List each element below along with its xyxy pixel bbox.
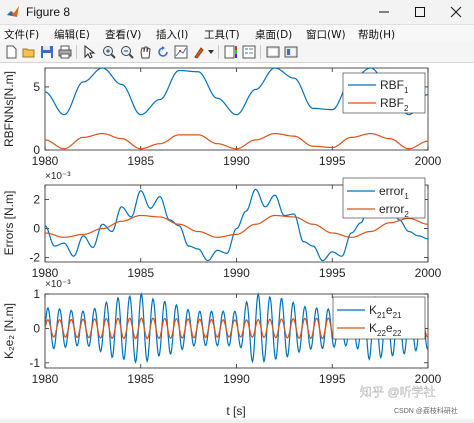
- menu-help[interactable]: 帮助(H): [358, 29, 396, 41]
- x-tick-label: 1980: [32, 154, 59, 168]
- open-icon[interactable]: [22, 45, 36, 59]
- legend-icon[interactable]: [242, 45, 256, 59]
- title-bar: Figure 8: [0, 0, 474, 25]
- toolbar-separator: [260, 45, 261, 59]
- y-tick-label: 5: [33, 80, 40, 94]
- plots-svg[interactable]: 1980 1985 1990 1995 2000 0 5 RBFNNs[N.m] RBF1 …: [0, 63, 474, 419]
- x-tick-label: 1985: [127, 266, 154, 280]
- x-tick-label: 1995: [319, 266, 346, 280]
- menu-edit[interactable]: 编辑(E): [54, 29, 90, 41]
- maximize-icon[interactable]: [402, 0, 438, 24]
- axes-2-exponent: ×10⁻³: [45, 171, 71, 182]
- brush-dropdown-icon[interactable]: [208, 50, 214, 54]
- minimize-icon[interactable]: [366, 0, 402, 24]
- y-tick-label: -2: [29, 251, 40, 265]
- axes-2-ticks: 1980 1985 1990 1995 2000 -2 0 2: [29, 185, 442, 280]
- axes-3-ticks: 1980 1985 1990 1995 2000 -1 0 1: [29, 287, 441, 386]
- axes-3-xlabel: t [s]: [226, 404, 245, 418]
- x-tick-label: 1980: [32, 266, 59, 280]
- x-tick-label: 1985: [127, 372, 154, 386]
- x-tick-label: 1995: [319, 154, 346, 168]
- series-line-rbf1: [44, 67, 429, 116]
- data-cursor-icon[interactable]: [174, 45, 188, 59]
- x-tick-label: 1995: [319, 372, 346, 386]
- rotate-icon[interactable]: [156, 45, 170, 59]
- matlab-icon: [7, 6, 19, 17]
- x-tick-label: 1990: [223, 266, 250, 280]
- menu-file[interactable]: 文件(F): [4, 29, 40, 41]
- axes-2-ylabel: Errors [N.m]: [2, 191, 16, 256]
- menu-tools[interactable]: 工具(T): [204, 29, 240, 41]
- zoom-in-icon[interactable]: [102, 45, 116, 59]
- menu-insert[interactable]: 插入(I): [156, 29, 189, 41]
- x-tick-label: 2000: [415, 154, 442, 168]
- close-icon[interactable]: [438, 0, 474, 24]
- axes-2[interactable]: 1980 1985 1990 1995 2000 -2 0 2 ×10⁻³ Errors [N…: [2, 171, 442, 280]
- pan-icon[interactable]: [138, 45, 152, 59]
- x-tick-label: 1980: [32, 372, 59, 386]
- x-tick-label: 1990: [223, 154, 250, 168]
- toolbar-separator: [218, 45, 219, 59]
- axes-2-legend[interactable]: error1 error2: [342, 177, 426, 219]
- hide-plot-tools-icon[interactable]: [266, 45, 280, 59]
- brush-icon[interactable]: [192, 45, 206, 59]
- y-tick-label: 0: [33, 321, 40, 335]
- legend-error2: error2: [379, 202, 409, 219]
- axes-3[interactable]: 1980 1985 1990 1995 2000 -1 0 1 ×10⁻³ K₂e₂ [N.m…: [2, 279, 442, 418]
- x-tick-label: 1990: [223, 372, 250, 386]
- axes-1-lines: [44, 67, 429, 150]
- show-plot-tools-icon[interactable]: [284, 45, 298, 59]
- y-tick-label: 0: [33, 222, 40, 236]
- axes-1-ticks: 1980 1985 1990 1995 2000 0 5: [32, 68, 442, 168]
- menu-bar: 文件(F) 编辑(E) 查看(V) 插入(I) 工具(T) 桌面(D) 窗口(W…: [0, 25, 474, 42]
- figure-toolbar: [0, 42, 474, 63]
- figure-canvas: 1980 1985 1990 1995 2000 0 5 RBFNNs[N.m] RBF1 …: [0, 63, 474, 419]
- legend-k22e22: K22e22: [369, 321, 402, 338]
- menu-view[interactable]: 查看(V): [105, 29, 142, 41]
- y-tick-label: 0: [33, 143, 40, 157]
- x-tick-label: 2000: [415, 266, 442, 280]
- y-tick-label: 2: [33, 193, 40, 207]
- axes-3-exponent: ×10⁻³: [45, 279, 71, 290]
- save-icon[interactable]: [40, 45, 54, 59]
- axes-3-ylabel: K₂e₂ [N.m]: [2, 303, 16, 359]
- menu-window[interactable]: 窗口(W): [306, 29, 346, 41]
- pointer-icon[interactable]: [82, 45, 96, 59]
- y-tick-label: -1: [29, 356, 40, 370]
- axes-1[interactable]: 1980 1985 1990 1995 2000 0 5 RBFNNs[N.m] RBF1 …: [2, 67, 442, 168]
- window-title: Figure 8: [26, 5, 71, 19]
- menu-desktop[interactable]: 桌面(D): [255, 29, 293, 41]
- colorbar-icon[interactable]: [224, 45, 238, 59]
- y-tick-label: 1: [33, 287, 40, 301]
- axes-3-legend[interactable]: K21e21 K22e22: [332, 296, 426, 340]
- legend-error1: error1: [379, 184, 409, 201]
- axes-1-ylabel: RBFNNs[N.m]: [2, 71, 16, 147]
- watermark-csdn: CSDN @荔枝科研社: [394, 406, 458, 415]
- legend-rbf1: RBF1: [380, 78, 409, 95]
- print-icon[interactable]: [58, 45, 72, 59]
- zoom-out-icon[interactable]: [120, 45, 134, 59]
- toolbar-separator: [76, 45, 77, 59]
- series-line-rbf2: [44, 132, 429, 150]
- series-line-error2: [44, 214, 429, 238]
- legend-rbf2: RBF2: [380, 96, 409, 113]
- x-tick-label: 2000: [415, 372, 442, 386]
- new-figure-icon[interactable]: [4, 45, 18, 59]
- axes-1-legend[interactable]: RBF1 RBF2: [342, 72, 426, 114]
- watermark-zhihu: 知乎 @听学社: [360, 384, 436, 399]
- x-tick-label: 1985: [127, 154, 154, 168]
- legend-k21e21: K21e21: [369, 303, 402, 320]
